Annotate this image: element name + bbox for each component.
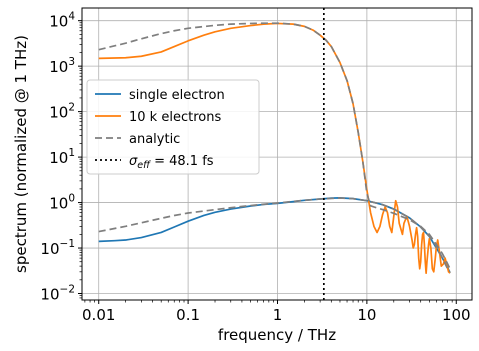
- legend: single electron 10 k electrons analytic σef…: [86, 79, 260, 175]
- y-tick-label: 10−2: [40, 284, 75, 304]
- y-tick-label: 102: [49, 102, 75, 122]
- y-tick-label: 10−1: [40, 238, 75, 258]
- series-line-analytic-2: [98, 197, 451, 273]
- x-tick-label: 1: [273, 306, 283, 324]
- x-tick-label: 100: [442, 306, 471, 324]
- axis-ticks: 0.01 0.1 1 10 100 10−2 10−1 100 101 102 103 104: [40, 11, 470, 324]
- legend-label: analytic: [129, 132, 180, 147]
- y-axis-label: spectrum (normalized @ 1 THz): [12, 35, 30, 273]
- y-tick-label: 101: [49, 147, 75, 167]
- y-tick-label: 104: [49, 11, 75, 31]
- legend-box: [86, 79, 260, 175]
- y-tick-label: 100: [49, 193, 75, 213]
- x-axis-label: frequency / THz: [218, 326, 336, 344]
- legend-label: 10 k electrons: [129, 110, 221, 125]
- series-line-10-k-electrons: [98, 22, 451, 275]
- legend-label: σeff = 48.1 fs: [129, 154, 214, 171]
- plot-area: [98, 8, 451, 300]
- legend-label: single electron: [129, 88, 225, 103]
- x-tick-label: 10: [357, 306, 376, 324]
- x-tick-label: 0.1: [176, 306, 200, 324]
- y-tick-label: 103: [49, 56, 75, 76]
- x-tick-label: 0.01: [82, 306, 115, 324]
